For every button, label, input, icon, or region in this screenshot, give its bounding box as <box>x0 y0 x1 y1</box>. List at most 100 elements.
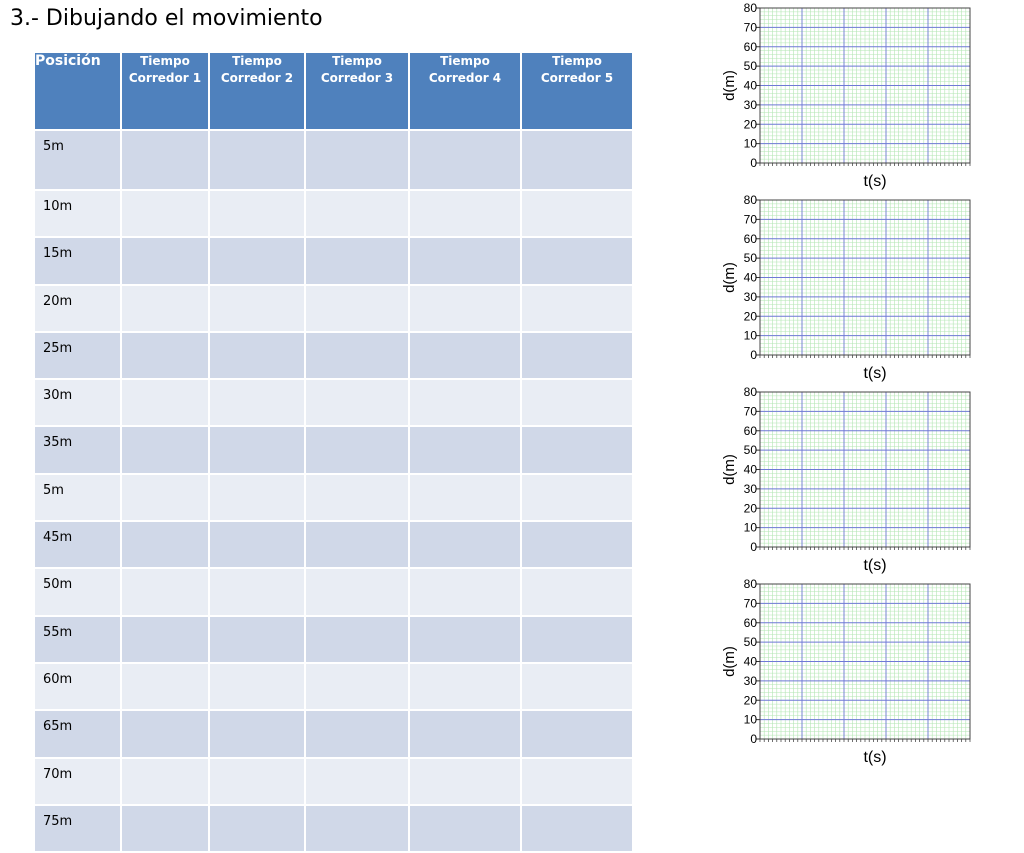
time-cell-runner-2[interactable] <box>208 709 306 759</box>
time-cell-runner-2[interactable] <box>208 283 306 333</box>
y-tick-label: 80 <box>744 193 758 207</box>
y-tick-label: 80 <box>744 1 758 15</box>
time-cell-runner-3[interactable] <box>304 283 410 333</box>
table-row: 5m <box>33 472 634 523</box>
time-cell-runner-1[interactable] <box>120 330 210 381</box>
time-cell-runner-3[interactable] <box>304 129 410 191</box>
time-cell-runner-3[interactable] <box>304 425 410 475</box>
time-cell-runner-5[interactable] <box>520 520 634 570</box>
time-cell-runner-3[interactable] <box>304 378 410 428</box>
time-cell-runner-4[interactable] <box>408 129 522 191</box>
time-cell-runner-1[interactable] <box>120 129 210 191</box>
time-cell-runner-2[interactable] <box>208 236 306 286</box>
header-runner-3: Tiempo Corredor 3 <box>304 51 410 131</box>
time-cell-runner-4[interactable] <box>408 472 522 523</box>
time-cell-runner-5[interactable] <box>520 661 634 712</box>
time-cell-runner-4[interactable] <box>408 188 522 239</box>
time-cell-runner-4[interactable] <box>408 425 522 475</box>
y-tick-label: 60 <box>744 232 758 246</box>
header-label: Tiempo <box>140 54 190 68</box>
time-cell-runner-2[interactable] <box>208 756 306 806</box>
time-cell-runner-4[interactable] <box>408 709 522 759</box>
time-cell-runner-1[interactable] <box>120 472 210 523</box>
time-cell-runner-3[interactable] <box>304 614 410 664</box>
time-cell-runner-3[interactable] <box>304 520 410 570</box>
time-cell-runner-2[interactable] <box>208 472 306 523</box>
time-cell-runner-1[interactable] <box>120 803 210 853</box>
y-tick-label: 40 <box>744 79 758 93</box>
time-cell-runner-1[interactable] <box>120 709 210 759</box>
time-cell-runner-4[interactable] <box>408 756 522 806</box>
table-row: 20m <box>33 283 634 333</box>
time-cell-runner-5[interactable] <box>520 756 634 806</box>
table-row: 50m <box>33 567 634 617</box>
time-cell-runner-2[interactable] <box>208 614 306 664</box>
time-cell-runner-2[interactable] <box>208 129 306 191</box>
time-cell-runner-5[interactable] <box>520 188 634 239</box>
time-cell-runner-3[interactable] <box>304 236 410 286</box>
time-cell-runner-1[interactable] <box>120 614 210 664</box>
time-cell-runner-4[interactable] <box>408 283 522 333</box>
time-cell-runner-2[interactable] <box>208 188 306 239</box>
time-cell-runner-5[interactable] <box>520 129 634 191</box>
time-cell-runner-2[interactable] <box>208 520 306 570</box>
time-cell-runner-5[interactable] <box>520 425 634 475</box>
time-cell-runner-3[interactable] <box>304 567 410 617</box>
table-header-row: Posición Tiempo Corredor 1 Tiempo Corred… <box>33 51 634 131</box>
y-tick-label: 0 <box>750 732 757 746</box>
time-cell-runner-3[interactable] <box>304 803 410 853</box>
time-cell-runner-2[interactable] <box>208 567 306 617</box>
time-cell-runner-4[interactable] <box>408 567 522 617</box>
time-cell-runner-4[interactable] <box>408 803 522 853</box>
table-row: 60m <box>33 661 634 712</box>
time-cell-runner-5[interactable] <box>520 236 634 286</box>
table-row: 75m <box>33 803 634 853</box>
chart-svg: 0 10 20 30 40 50 60 70 80 d(m) t(s) <box>721 193 971 382</box>
time-cell-runner-2[interactable] <box>208 803 306 853</box>
time-cell-runner-2[interactable] <box>208 425 306 475</box>
time-cell-runner-4[interactable] <box>408 614 522 664</box>
time-cell-runner-5[interactable] <box>520 567 634 617</box>
time-cell-runner-1[interactable] <box>120 661 210 712</box>
time-cell-runner-4[interactable] <box>408 661 522 712</box>
time-cell-runner-2[interactable] <box>208 661 306 712</box>
table-row: 55m <box>33 614 634 664</box>
time-cell-runner-1[interactable] <box>120 520 210 570</box>
time-cell-runner-4[interactable] <box>408 330 522 381</box>
time-cell-runner-1[interactable] <box>120 378 210 428</box>
time-cell-runner-5[interactable] <box>520 472 634 523</box>
time-cell-runner-3[interactable] <box>304 756 410 806</box>
time-cell-runner-4[interactable] <box>408 520 522 570</box>
y-axis-label: d(m) <box>721 262 738 293</box>
time-cell-runner-1[interactable] <box>120 425 210 475</box>
time-cell-runner-2[interactable] <box>208 378 306 428</box>
time-cell-runner-3[interactable] <box>304 472 410 523</box>
y-tick-label: 50 <box>744 635 758 649</box>
time-cell-runner-5[interactable] <box>520 378 634 428</box>
header-label: Tiempo <box>332 54 382 68</box>
time-cell-runner-3[interactable] <box>304 661 410 712</box>
time-cell-runner-1[interactable] <box>120 567 210 617</box>
time-cell-runner-2[interactable] <box>208 330 306 381</box>
time-cell-runner-5[interactable] <box>520 330 634 381</box>
time-cell-runner-1[interactable] <box>120 188 210 239</box>
time-cell-runner-4[interactable] <box>408 236 522 286</box>
x-axis-label: t(s) <box>863 173 886 190</box>
header-label: Corredor 3 <box>320 71 394 85</box>
time-cell-runner-5[interactable] <box>520 614 634 664</box>
y-tick-label: 50 <box>744 251 758 265</box>
time-cell-runner-4[interactable] <box>408 378 522 428</box>
time-cell-runner-5[interactable] <box>520 803 634 853</box>
position-cell: 50m <box>33 567 122 617</box>
time-cell-runner-1[interactable] <box>120 283 210 333</box>
time-cell-runner-5[interactable] <box>520 709 634 759</box>
chart-svg: 0 10 20 30 40 50 60 70 80 d(m) t(s) <box>721 1 971 190</box>
time-cell-runner-1[interactable] <box>120 756 210 806</box>
y-tick-label: 40 <box>744 655 758 669</box>
y-tick-label: 20 <box>744 501 758 515</box>
time-cell-runner-1[interactable] <box>120 236 210 286</box>
time-cell-runner-3[interactable] <box>304 188 410 239</box>
time-cell-runner-5[interactable] <box>520 283 634 333</box>
time-cell-runner-3[interactable] <box>304 709 410 759</box>
time-cell-runner-3[interactable] <box>304 330 410 381</box>
